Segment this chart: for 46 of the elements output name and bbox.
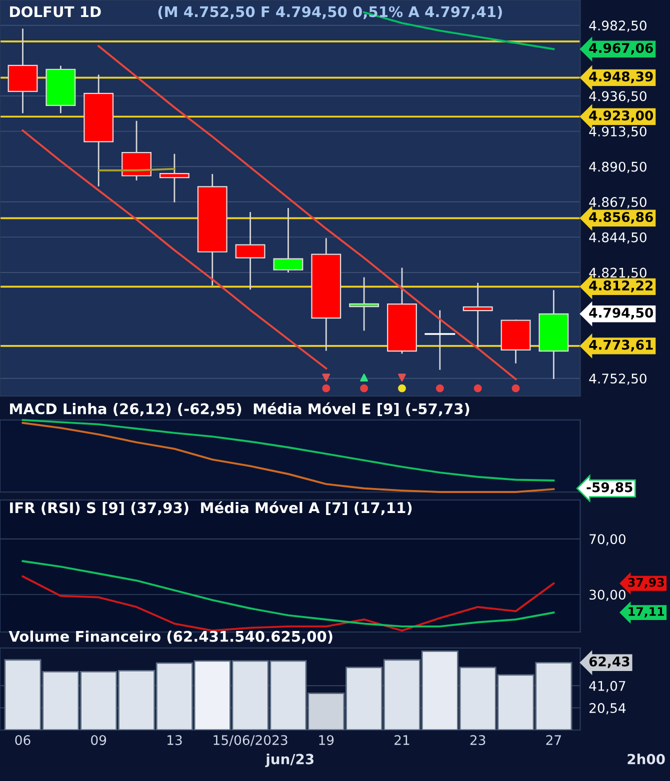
y-tick-label: 4.821,50 [589, 268, 646, 279]
x-tick-label: 27 [546, 735, 561, 745]
y-tick-label: 4.844,50 [589, 232, 646, 244]
chart-title: MACD Linha (26,12) (-62,95) Média Móvel E [9] (-57,73) [10, 402, 470, 416]
candlestick [349, 277, 380, 331]
text: 4.794,50 [589, 308, 654, 320]
text: 2h00 [628, 754, 665, 764]
y-tick-label: 4.936,50 [589, 91, 646, 102]
chart-title: IFR (RSI) S [9] (37,93) Média Móvel A [7] (17,11) [10, 501, 412, 516]
chart-title: DOLFUT 1D [10, 6, 101, 18]
ref-line-label: 4.773,61 [589, 340, 653, 352]
candlestick [159, 154, 190, 202]
text: 62,43 [589, 656, 630, 668]
ref-line-label: 4.856,86 [589, 212, 653, 224]
ref-line-label: 4.923,00 [589, 110, 654, 122]
text: 37,93 [628, 578, 664, 588]
x-tick-label: 19 [319, 735, 334, 746]
y-tick-label: 4.982,50 [589, 20, 646, 32]
y-tick-label: 41,07 [589, 680, 626, 692]
x-tick-label: 13 [168, 735, 182, 746]
text: jun/23 [265, 754, 314, 768]
x-tick-label: 09 [91, 735, 106, 746]
x-tick-label: 15/06/2023 [214, 735, 288, 746]
x-tick-label: 23 [470, 735, 486, 746]
text: -59,85 [586, 482, 632, 494]
y-tick-label: 4.890,50 [589, 162, 646, 174]
y-tick-label: 20,54 [590, 703, 626, 714]
chart-subtitle: (M 4.752,50 F 4.794,50 0,51% A 4.797,41) [158, 6, 502, 20]
y-tick-label: 4.752,50 [589, 374, 646, 385]
y-tick-label: 70,00 [590, 534, 626, 546]
candlestick [462, 282, 493, 350]
y-tick-label: 4.913,50 [589, 126, 646, 138]
line-series [98, 45, 517, 380]
line-series [22, 129, 328, 370]
y-tick-label: 30,00 [590, 590, 626, 602]
chart-title: Volume Financeiro (62.431.540.625,00) [8, 630, 332, 644]
line-series [22, 560, 555, 628]
x-tick-label: 21 [394, 735, 410, 745]
candlestick [424, 310, 456, 370]
line-series [22, 575, 555, 632]
ref-line-label: 4.812,22 [589, 280, 653, 292]
x-tick-label: 06 [15, 735, 30, 746]
y-tick-label: 4.867,50 [589, 197, 646, 208]
ref-line-label: 4.948,39 [589, 72, 653, 84]
text: 4.967,06 [589, 42, 653, 55]
text: 17,11 [628, 607, 664, 618]
